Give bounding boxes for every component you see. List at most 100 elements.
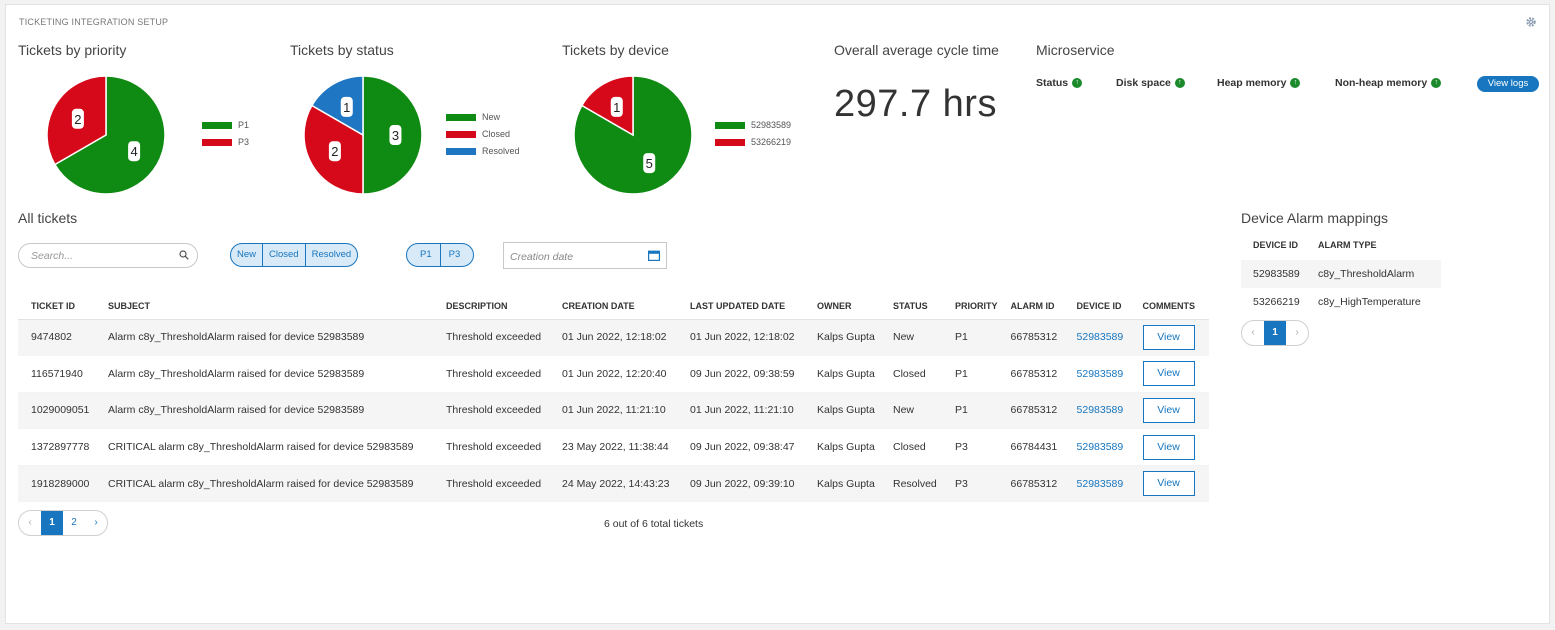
view-logs-button[interactable]: View logs bbox=[1477, 76, 1539, 92]
tickets-table: TICKET ID SUBJECT DESCRIPTION CREATION D… bbox=[18, 294, 1209, 503]
col-creation-date: CREATION DATE bbox=[549, 294, 677, 320]
device-id-link[interactable]: 52983589 bbox=[1076, 331, 1124, 344]
col-device-id: DEVICE ID bbox=[1063, 294, 1130, 320]
cell-owner: Kalps Gupta bbox=[804, 465, 880, 503]
legend-swatch bbox=[446, 113, 476, 121]
legend-item[interactable]: 53266219 bbox=[715, 137, 791, 147]
pagination-next-button[interactable]: › bbox=[94, 517, 98, 528]
cell-device-id: 52983589 bbox=[1063, 319, 1130, 357]
legend-item[interactable]: New bbox=[446, 112, 500, 122]
cell-device-id: 52983589 bbox=[1063, 465, 1130, 503]
pie-slice-resolved[interactable] bbox=[310, 75, 364, 137]
device-chart-title: Tickets by device bbox=[562, 42, 669, 58]
view-comments-button[interactable]: View bbox=[1142, 434, 1195, 460]
cell-description: Threshold exceeded bbox=[433, 319, 549, 357]
pie-label-background bbox=[340, 96, 353, 117]
pie-slice-p1[interactable] bbox=[53, 75, 166, 195]
arrow-up-circle-icon: ↑ bbox=[1431, 78, 1442, 88]
legend-label: P1 bbox=[238, 120, 250, 130]
filter-status-closed[interactable]: Closed bbox=[262, 244, 305, 266]
calendar-icon[interactable] bbox=[648, 250, 660, 261]
cell-owner: Kalps Gupta bbox=[804, 428, 880, 466]
filter-status-new[interactable]: New bbox=[237, 249, 257, 260]
device-pie-chart: 51 bbox=[573, 75, 693, 195]
pagination-page-1[interactable]: 1 bbox=[41, 511, 63, 535]
cell-comments: View bbox=[1129, 465, 1209, 503]
pagination-prev-button[interactable]: ‹ bbox=[1251, 327, 1255, 338]
tickets-pagination: ‹ 1 2 › bbox=[18, 510, 108, 536]
creation-date-input[interactable]: Creation date bbox=[503, 242, 667, 269]
cell-last-updated: 01 Jun 2022, 12:18:02 bbox=[677, 319, 804, 357]
legend-item[interactable]: Closed bbox=[446, 129, 510, 139]
col-alarm-id: ALARM ID bbox=[997, 294, 1064, 320]
pie-label-background bbox=[643, 153, 656, 174]
view-comments-button[interactable]: View bbox=[1142, 397, 1195, 423]
cell-ticket-id: 1372897778 bbox=[18, 428, 95, 466]
table-row: 116571940 Alarm c8y_ThresholdAlarm raise… bbox=[18, 355, 1209, 393]
cell-description: Threshold exceeded bbox=[433, 355, 549, 393]
creation-date-placeholder: Creation date bbox=[510, 251, 574, 263]
cell-subject: Alarm c8y_ThresholdAlarm raised for devi… bbox=[95, 392, 433, 430]
cell-alarm-type: c8y_ThresholdAlarm bbox=[1306, 260, 1441, 288]
search-icon[interactable] bbox=[179, 250, 189, 260]
cell-priority: P3 bbox=[942, 428, 998, 466]
pagination-page-1[interactable]: 1 bbox=[1264, 321, 1286, 345]
pie-value-label: 5 bbox=[646, 156, 653, 171]
cell-device-id: 52983589 bbox=[1063, 428, 1130, 466]
view-comments-button[interactable]: View bbox=[1142, 361, 1195, 387]
gear-icon[interactable] bbox=[1525, 16, 1537, 28]
cell-subject: CRITICAL alarm c8y_ThresholdAlarm raised… bbox=[95, 428, 433, 466]
table-row: 1372897778 CRITICAL alarm c8y_ThresholdA… bbox=[18, 428, 1209, 466]
pie-slice-52983589[interactable] bbox=[573, 75, 693, 195]
table-row: 1918289000 CRITICAL alarm c8y_ThresholdA… bbox=[18, 465, 1209, 503]
view-comments-button[interactable]: View bbox=[1142, 471, 1195, 497]
device-id-link[interactable]: 52983589 bbox=[1076, 441, 1124, 454]
mappings-table: DEVICE ID ALARM TYPE 52983589 c8y_Thresh… bbox=[1241, 230, 1441, 316]
filter-priority-p1[interactable]: P1 bbox=[420, 249, 432, 260]
pie-label-background bbox=[128, 141, 141, 162]
filter-priority-p3[interactable]: P3 bbox=[439, 244, 474, 266]
pagination-next-button[interactable]: › bbox=[1295, 327, 1299, 338]
legend-swatch bbox=[202, 121, 232, 129]
cell-owner: Kalps Gupta bbox=[804, 319, 880, 357]
legend-item[interactable]: 52983589 bbox=[715, 120, 791, 130]
col-ticket-id: TICKET ID bbox=[18, 294, 95, 320]
device-id-link[interactable]: 52983589 bbox=[1076, 404, 1124, 417]
cell-last-updated: 09 Jun 2022, 09:38:59 bbox=[677, 355, 804, 393]
view-comments-button[interactable]: View bbox=[1142, 324, 1195, 350]
cell-subject: Alarm c8y_ThresholdAlarm raised for devi… bbox=[95, 355, 433, 393]
cell-subject: Alarm c8y_ThresholdAlarm raised for devi… bbox=[95, 319, 433, 357]
device-id-link[interactable]: 52983589 bbox=[1076, 477, 1124, 490]
filter-status-resolved[interactable]: Resolved bbox=[304, 244, 358, 266]
cell-subject: CRITICAL alarm c8y_ThresholdAlarm raised… bbox=[95, 465, 433, 503]
legend-item[interactable]: Resolved bbox=[446, 146, 520, 156]
status-pie-chart: 3 2 1 bbox=[303, 75, 423, 195]
ms-status-label: Status bbox=[1036, 77, 1069, 89]
col-device-id: DEVICE ID bbox=[1253, 240, 1299, 250]
pie-value-label: 2 bbox=[331, 144, 338, 159]
cell-alarm-id: 66785312 bbox=[997, 465, 1064, 503]
device-id-link[interactable]: 52983589 bbox=[1076, 367, 1124, 380]
pagination-prev-button[interactable]: ‹ bbox=[28, 517, 32, 528]
legend-label: New bbox=[482, 112, 501, 122]
legend-item[interactable]: P1 bbox=[202, 120, 249, 130]
search-input[interactable]: Search... bbox=[18, 243, 198, 268]
cell-device-id: 53266219 bbox=[1253, 296, 1300, 308]
table-row: 52983589 c8y_ThresholdAlarm bbox=[1241, 260, 1441, 288]
pagination-page-2[interactable]: 2 bbox=[71, 517, 77, 528]
pie-label-background bbox=[389, 125, 402, 145]
ms-heap-memory-label: Heap memory bbox=[1217, 77, 1287, 89]
cell-ticket-id: 1918289000 bbox=[18, 465, 95, 503]
col-priority: PRIORITY bbox=[942, 294, 998, 320]
col-last-updated-date: LAST UPDATED DATE bbox=[677, 294, 804, 320]
legend-label: Closed bbox=[482, 129, 511, 139]
ms-heap-memory: Heap memory ↑ bbox=[1217, 77, 1301, 89]
cell-comments: View bbox=[1129, 392, 1209, 430]
cell-creation-date: 01 Jun 2022, 11:21:10 bbox=[549, 392, 677, 430]
pie-label-background bbox=[71, 108, 84, 129]
ticketing-dashboard: TICKETING INTEGRATION SETUP Tickets by p… bbox=[5, 4, 1550, 624]
pie-slice-53266219[interactable] bbox=[580, 75, 634, 137]
legend-item[interactable]: P3 bbox=[202, 137, 249, 147]
legend-swatch bbox=[715, 121, 745, 129]
legend-swatch bbox=[446, 130, 476, 138]
